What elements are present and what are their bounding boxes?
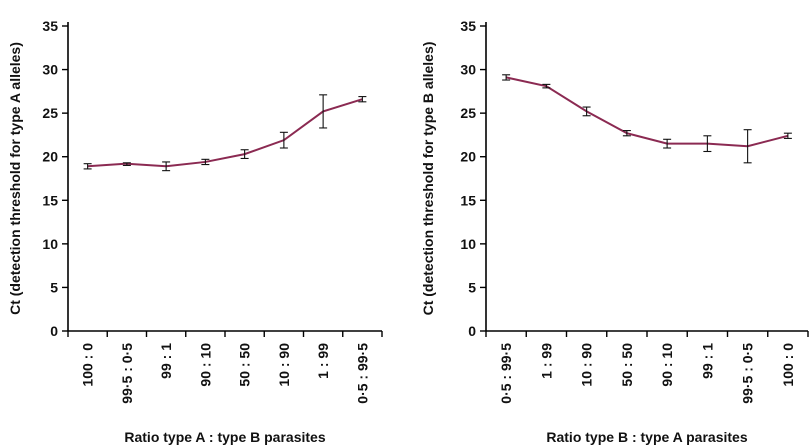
y-tick-label: 20	[42, 149, 58, 165]
y-tick-label: 10	[42, 236, 58, 252]
x-tick-label: 90 : 10	[197, 343, 213, 387]
y-tick-label: 30	[460, 62, 476, 78]
x-axis-title: Ratio type B : type A parasites	[546, 429, 747, 445]
y-tick-label: 0	[468, 323, 476, 339]
chart-panel-2: 0 5 10 15 20 25 30 35 0·5 : 99·5 1 : 99 10 : 90 50 …	[420, 18, 808, 445]
x-tick-label: 99 : 1	[699, 343, 715, 379]
x-tick-label: 99·5 : 0·5	[119, 343, 135, 404]
x-tick-label: 100 : 0	[80, 343, 96, 387]
y-tick-label: 35	[460, 18, 476, 34]
series-line-1	[88, 99, 363, 166]
y-tick-label: 15	[42, 192, 58, 208]
chart-panel-1: 0 5 10 15 20 25 30 35 100 : 0 99·5 : 0·5 99 : 1 90 …	[7, 18, 382, 445]
x-tick-label: 10 : 90	[276, 343, 292, 387]
y-tick-label: 15	[460, 192, 476, 208]
x-tick-label: 99 : 1	[158, 343, 174, 379]
x-tick-label: 1 : 99	[315, 343, 331, 379]
y-axis-title: Ct (detection threshold for type B allel…	[420, 42, 436, 316]
y-tick-label: 5	[468, 279, 476, 295]
x-tick-label: 90 : 10	[659, 343, 675, 387]
x-tick-label: 50 : 50	[237, 343, 253, 387]
x-tick-label: 1 : 99	[538, 343, 554, 379]
x-tick-label: 10 : 90	[579, 343, 595, 387]
y-tick-label: 30	[42, 62, 58, 78]
x-tick-label: 99·5 : 0·5	[740, 343, 756, 404]
x-tick-label: 0·5 : 99·5	[498, 343, 514, 404]
y-tick-label: 35	[42, 18, 58, 34]
y-tick-label: 0	[50, 323, 58, 339]
y-tick-label: 25	[460, 105, 476, 121]
y-tick-label: 25	[42, 105, 58, 121]
y-tick-label: 10	[460, 236, 476, 252]
y-tick-label: 20	[460, 149, 476, 165]
x-tick-label: 100 : 0	[780, 343, 796, 387]
y-axis-title: Ct (detection threshold for type A allel…	[7, 42, 23, 315]
x-tick-label: 0·5 : 99·5	[354, 343, 370, 404]
x-tick-label: 50 : 50	[619, 343, 635, 387]
y-tick-label: 5	[50, 279, 58, 295]
x-axis-title: Ratio type A : type B parasites	[124, 429, 325, 445]
